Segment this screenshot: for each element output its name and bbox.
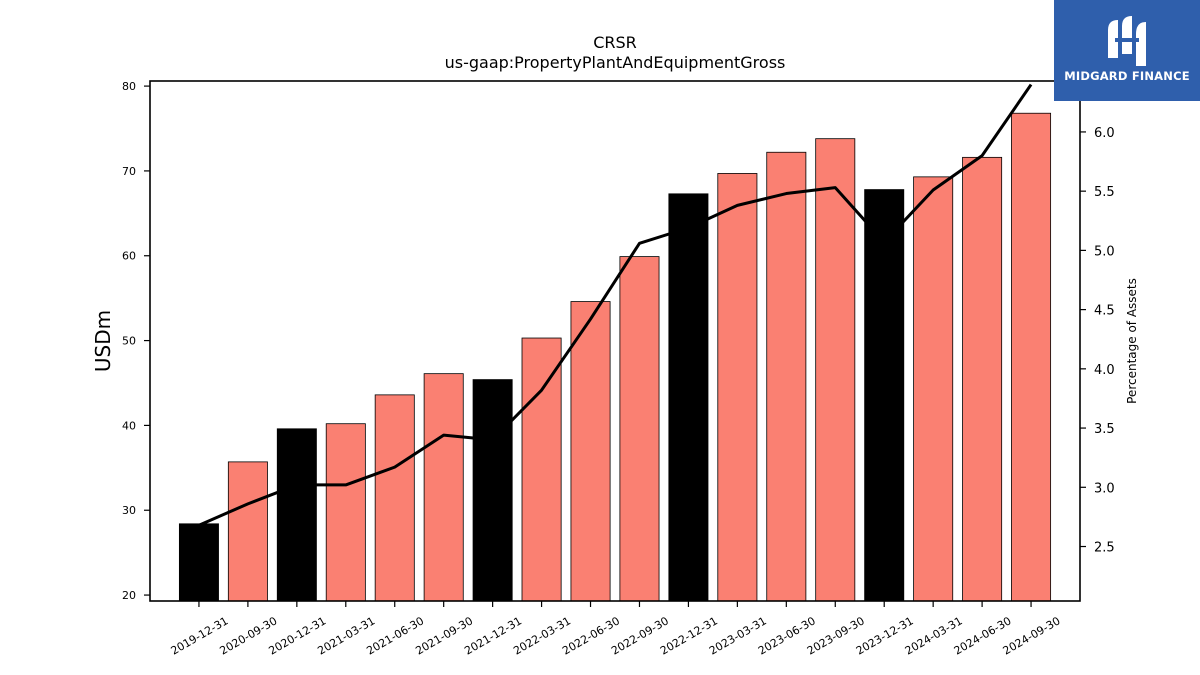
y-tick-label: 60	[122, 250, 136, 263]
y-tick-label: 80	[122, 80, 136, 93]
bar-2022-03-31	[521, 337, 562, 602]
logo-text: MIDGARD FINANCE	[1064, 69, 1190, 83]
y2-tick-label: 5.5	[1094, 185, 1115, 200]
bar-2022-06-30	[570, 301, 611, 602]
bar-2019-12-31	[178, 523, 219, 602]
bar-2023-12-31	[864, 189, 905, 602]
bar-2021-09-30	[423, 373, 464, 602]
bar-2023-06-30	[766, 151, 807, 602]
bar-2023-09-30	[815, 138, 856, 602]
bar-2020-09-30	[227, 461, 268, 602]
midgard-finance-logo: MIDGARD FINANCE	[1054, 0, 1200, 101]
y2-tick-label: 2.5	[1094, 541, 1115, 556]
y-tick-label: 30	[122, 504, 136, 517]
bars	[178, 112, 1052, 602]
y-tick-label: 70	[122, 165, 136, 178]
line-layer	[198, 83, 1033, 527]
bar-2021-12-31	[472, 379, 513, 602]
x-axis: 2019-12-312020-09-302020-12-312021-03-31…	[169, 601, 1063, 658]
y2-tick-label: 5.0	[1094, 244, 1115, 259]
bar-2021-03-31	[325, 423, 366, 602]
chart-subtitle: us-gaap:PropertyPlantAndEquipmentGross	[445, 53, 786, 72]
midgard-logo-icon	[1108, 16, 1146, 66]
bar-2021-06-30	[374, 394, 415, 602]
bar-2024-03-31	[913, 176, 954, 602]
bar-2022-12-31	[668, 193, 709, 602]
y2-tick-label: 4.0	[1094, 363, 1115, 378]
percentage-of-assets-line	[198, 83, 1033, 527]
bar-2023-03-31	[717, 173, 758, 602]
chart-title: CRSR	[593, 33, 637, 52]
y-tick-label: 50	[122, 335, 136, 348]
y-axis: 20 30 40 50 60 70 80	[122, 80, 150, 602]
bar-2024-09-30	[1011, 112, 1052, 602]
y2-tick-label: 3.5	[1094, 422, 1115, 437]
y-tick-label: 40	[122, 419, 136, 432]
y2-axis: 2.5 3.0 3.5 4.0 4.5 5.0 5.5 6.0	[1080, 126, 1115, 556]
bar-2022-09-30	[619, 256, 660, 602]
bar-2020-12-31	[276, 428, 317, 602]
y2-tick-label: 6.0	[1094, 126, 1115, 141]
y-axis-label: USDm	[91, 310, 115, 372]
y2-tick-label: 3.0	[1094, 481, 1115, 496]
y2-tick-label: 4.5	[1094, 304, 1115, 319]
y-tick-label: 20	[122, 589, 136, 602]
bar-2024-06-30	[962, 156, 1003, 602]
y2-axis-label: Percentage of Assets	[1125, 278, 1139, 404]
